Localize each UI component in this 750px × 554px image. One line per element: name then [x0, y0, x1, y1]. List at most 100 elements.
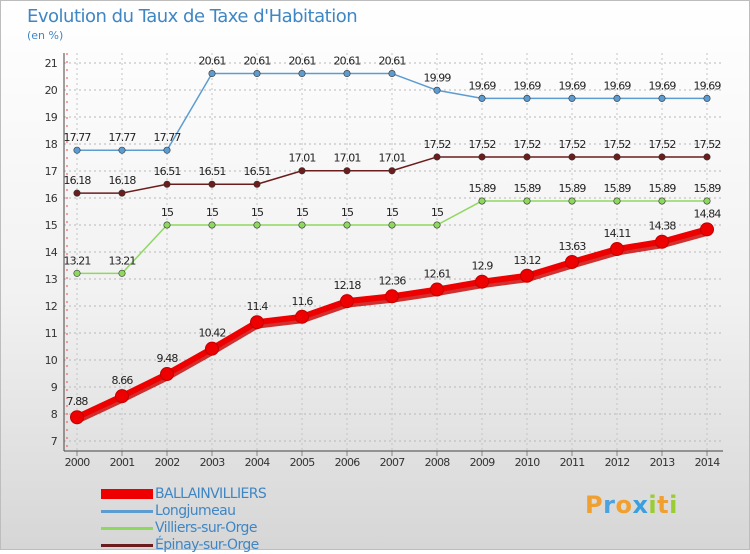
data-point: [73, 269, 81, 277]
y-tick-label: 18: [45, 138, 58, 151]
data-label: 17.52: [469, 138, 496, 151]
data-label: 12.61: [424, 268, 451, 281]
data-label: 12.36: [379, 274, 407, 287]
y-tick-label: 20: [45, 84, 58, 97]
x-tick-label: 2013: [650, 456, 676, 469]
series: [70, 70, 714, 425]
data-point: [163, 180, 171, 188]
data-label: 17.52: [604, 138, 631, 151]
legend-label-ballainvilliers: BALLAINVILLIERS: [155, 486, 267, 502]
data-point: [613, 94, 621, 102]
data-labels: 17.77 17.77 17.77 20.61 20.61 20.61 20.61 20.61…: [64, 55, 723, 409]
data-label: 15.89: [694, 182, 722, 195]
data-label: 17.77: [154, 131, 182, 144]
data-label: 19.69: [469, 79, 497, 92]
data-point: [523, 153, 531, 161]
series-line-shadow: [75, 228, 708, 424]
data-label: 16.51: [244, 165, 271, 178]
x-tick-label: 2009: [470, 456, 496, 469]
data-point: [523, 94, 531, 102]
data-label: 17.01: [289, 152, 316, 165]
x-tick-label: 2012: [605, 456, 630, 469]
data-point: [433, 221, 441, 229]
x-tick-label: 2004: [245, 456, 271, 469]
data-label: 15: [161, 206, 174, 219]
legend-swatch-villiers: [101, 527, 153, 530]
data-point: [118, 146, 126, 154]
x-tick-label: 2003: [200, 456, 226, 469]
y-tick-label: 19: [45, 111, 58, 124]
data-point: [703, 153, 711, 161]
data-point: [208, 180, 216, 188]
data-point: [250, 315, 264, 330]
data-point: [475, 274, 489, 289]
data-point: [340, 294, 354, 309]
y-tick-label: 7: [51, 435, 58, 448]
data-label: 13.12: [514, 254, 541, 267]
x-tick-label: 2006: [335, 456, 361, 469]
data-label: 15.89: [469, 182, 497, 195]
data-point: [343, 167, 351, 175]
data-point: [343, 70, 351, 78]
data-point: [73, 146, 81, 154]
data-label: 11.6: [292, 295, 314, 308]
y-tick-label: 13: [45, 273, 58, 286]
data-point: [523, 197, 531, 205]
x-tick-label: 2011: [560, 456, 585, 469]
data-point: [388, 70, 396, 78]
data-label: 15.89: [649, 182, 677, 195]
data-label: 15: [206, 206, 219, 219]
data-point: [70, 410, 84, 425]
data-label: 14.38: [649, 220, 677, 233]
data-point: [115, 389, 129, 404]
data-label: 15.89: [514, 182, 542, 195]
data-label: 16.51: [199, 165, 226, 178]
data-point: [565, 254, 579, 269]
logo-letter: t: [657, 491, 670, 519]
data-point: [613, 197, 621, 205]
data-point: [343, 221, 351, 229]
data-label: 20.61: [334, 55, 361, 68]
logo-letter: x: [632, 491, 649, 519]
data-point: [208, 221, 216, 229]
legend-swatch-ballainvilliers: [101, 489, 153, 499]
x-tick-label: 2001: [110, 456, 135, 469]
data-label: 20.61: [289, 55, 316, 68]
x-tick-label: 2007: [380, 456, 406, 469]
data-point: [118, 269, 126, 277]
legend-swatch-epinay: [101, 544, 153, 547]
y-tick-label: 17: [45, 165, 58, 178]
x-tick-label: 2008: [425, 456, 451, 469]
data-label: 16.18: [64, 174, 92, 187]
data-point: [658, 94, 666, 102]
y-tick-label: 9: [51, 381, 58, 394]
x-tick-label: 2005: [290, 456, 316, 469]
data-label: 17.77: [109, 131, 137, 144]
data-point: [568, 153, 576, 161]
y-tick-label: 15: [45, 219, 58, 232]
data-point: [700, 222, 714, 237]
data-point: [208, 70, 216, 78]
data-label: 17.77: [64, 131, 92, 144]
legend-label-epinay: Épinay-sur-Orge: [155, 537, 259, 553]
data-point: [73, 189, 81, 197]
legend-label-villiers: Villiers-sur-Orge: [155, 520, 257, 536]
data-label: 15: [341, 206, 354, 219]
data-point: [385, 289, 399, 304]
data-label: 7.88: [67, 395, 89, 408]
proxiti-logo: Proxiti: [585, 491, 678, 519]
data-point: [253, 180, 261, 188]
data-label: 13.63: [559, 240, 587, 253]
y-tick-label: 10: [45, 354, 58, 367]
data-point: [163, 221, 171, 229]
data-point: [433, 86, 441, 94]
grid: [64, 53, 723, 451]
data-label: 19.69: [559, 79, 587, 92]
data-label: 12.18: [334, 279, 362, 292]
data-point: [655, 234, 669, 249]
data-label: 17.52: [694, 138, 721, 151]
data-label: 16.18: [109, 174, 137, 187]
data-label: 15: [431, 206, 444, 219]
